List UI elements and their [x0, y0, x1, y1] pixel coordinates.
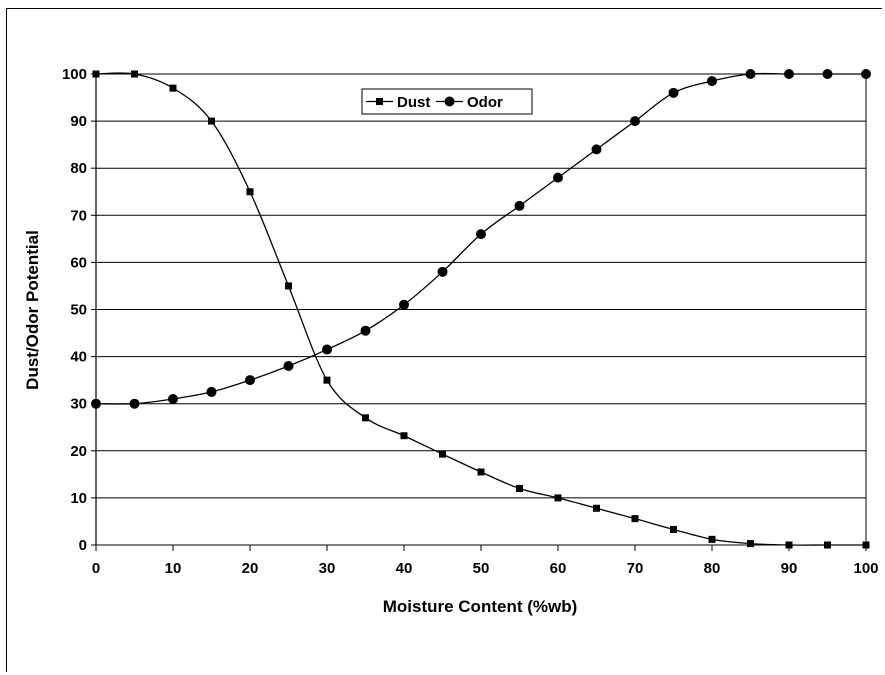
y-tick-labels: 0 10 20 30 40 50 60 70 80 90 100 — [62, 66, 87, 554]
dust-data-point — [862, 541, 870, 549]
y-tick-label: 10 — [70, 490, 87, 507]
y-tick-label: 50 — [70, 302, 87, 319]
dust-data-point — [554, 494, 562, 502]
odor-data-point — [322, 344, 332, 355]
dust-data-point — [285, 282, 292, 290]
y-tick-label: 40 — [70, 349, 87, 366]
odor-data-point — [91, 398, 101, 409]
y-axis-title: Dust/Odor Potential — [23, 230, 42, 390]
dust-data-point — [516, 484, 523, 492]
y-tick-label: 60 — [70, 254, 87, 271]
dust-data-point — [593, 504, 600, 512]
odor-data-point — [283, 361, 294, 372]
odor-data-point — [437, 266, 448, 277]
x-tick-label: 80 — [704, 560, 721, 577]
odor-data-point — [168, 393, 178, 404]
legend-odor-marker — [444, 96, 455, 107]
x-tick-label: 60 — [550, 560, 567, 577]
y-tick-label: 80 — [70, 160, 87, 177]
odor-data-point — [245, 375, 255, 386]
legend-odor-label: Odor — [467, 94, 503, 111]
odor-data-point — [514, 200, 525, 211]
odor-data-point — [206, 386, 217, 397]
dust-data-point — [400, 432, 408, 440]
dust-data-point — [169, 84, 177, 92]
dust-data-point — [131, 70, 138, 78]
y-tick-label: 30 — [70, 396, 87, 413]
y-tick-label: 90 — [70, 113, 87, 130]
x-tick-labels: 0 10 20 30 40 50 60 70 80 90 100 — [92, 560, 879, 577]
dust-data-point — [670, 525, 677, 533]
odor-data-point — [630, 116, 640, 127]
x-tick-label: 10 — [165, 560, 182, 577]
y-tick-label: 70 — [70, 207, 87, 224]
y-tick-label: 20 — [70, 443, 87, 460]
x-tick-label: 90 — [781, 560, 798, 577]
legend-dust-label: Dust — [397, 94, 430, 111]
odor-data-point — [591, 144, 602, 155]
dust-data-point — [208, 117, 215, 125]
axes — [91, 73, 867, 551]
y-tick-label: 100 — [62, 66, 87, 83]
odor-data-point — [745, 69, 756, 79]
odor-data-point — [861, 69, 871, 79]
dust-data-point — [785, 541, 793, 549]
dust-data-point — [747, 540, 754, 548]
odor-data-point — [553, 172, 563, 183]
x-tick-label: 70 — [627, 560, 644, 577]
odor-data-point — [360, 325, 371, 336]
odor-data-point — [129, 398, 140, 409]
dust-data-point — [631, 515, 639, 523]
dust-data-point — [439, 450, 446, 458]
dust-data-point — [824, 541, 831, 549]
x-tick-label: 30 — [319, 560, 336, 577]
series-markers — [91, 69, 871, 549]
odor-data-point — [822, 69, 833, 79]
odor-data-point — [399, 299, 409, 310]
odor-data-point — [784, 69, 794, 79]
legend: Dust Odor — [361, 88, 533, 115]
odor-data-point — [707, 76, 717, 87]
x-tick-label: 0 — [92, 560, 100, 577]
chart-frame — [6, 8, 882, 672]
dust-data-point — [323, 376, 331, 384]
dust-series-line — [95, 72, 866, 546]
dust-data-point — [708, 535, 716, 543]
x-axis-title: Moisture Content (%wb) — [383, 597, 578, 616]
odor-data-point — [668, 87, 679, 98]
odor-data-point — [476, 229, 486, 240]
x-tick-label: 20 — [242, 560, 259, 577]
y-tick-label: 0 — [79, 537, 87, 554]
dust-data-point — [477, 468, 485, 476]
x-tick-label: 100 — [853, 560, 878, 577]
x-tick-label: 40 — [396, 560, 413, 577]
legend-dust-marker — [376, 98, 383, 105]
dust-data-point — [246, 188, 254, 196]
x-tick-label: 50 — [473, 560, 490, 577]
dust-data-point — [92, 70, 100, 78]
dust-data-point — [362, 414, 369, 422]
